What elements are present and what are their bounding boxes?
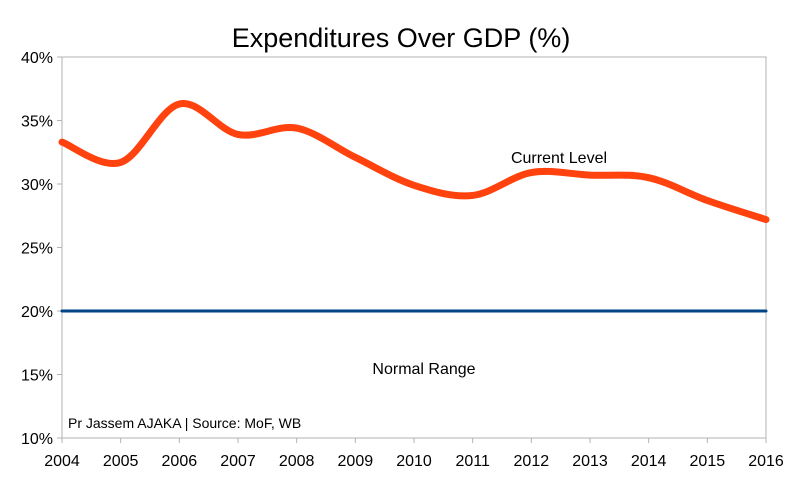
- x-tick-label: 2007: [220, 453, 256, 470]
- annotation-normal-range: Normal Range: [372, 361, 475, 378]
- x-tick-label: 2009: [338, 453, 374, 470]
- series-line-current-level: [58, 100, 770, 224]
- x-tick-label: 2011: [455, 453, 490, 470]
- y-tick-label: 25%: [21, 241, 53, 258]
- x-tick-label: 2008: [279, 453, 315, 470]
- y-tick-label: 20%: [21, 304, 53, 321]
- y-tick-label: 15%: [21, 368, 53, 385]
- y-tick-label: 35%: [21, 114, 53, 131]
- y-tick-label: 40%: [21, 50, 53, 67]
- x-tick-label: 2013: [572, 453, 608, 470]
- x-tick-label: 2015: [690, 453, 726, 470]
- x-tick-label: 2010: [396, 453, 432, 470]
- y-tick-label: 10%: [21, 431, 53, 448]
- y-tick-label: 30%: [21, 177, 53, 194]
- chart-title: Expenditures Over GDP (%): [232, 23, 571, 53]
- annotation-current-level: Current Level: [511, 150, 607, 167]
- x-tick-label: 2016: [748, 453, 784, 470]
- x-tick-label: 2014: [631, 453, 667, 470]
- x-tick-label: 2005: [103, 453, 139, 470]
- x-tick-label: 2012: [514, 453, 550, 470]
- x-tick-label: 2006: [162, 453, 198, 470]
- source-note: Pr Jassem AJAKA | Source: MoF, WB: [68, 415, 301, 431]
- x-tick-label: 2004: [44, 453, 80, 470]
